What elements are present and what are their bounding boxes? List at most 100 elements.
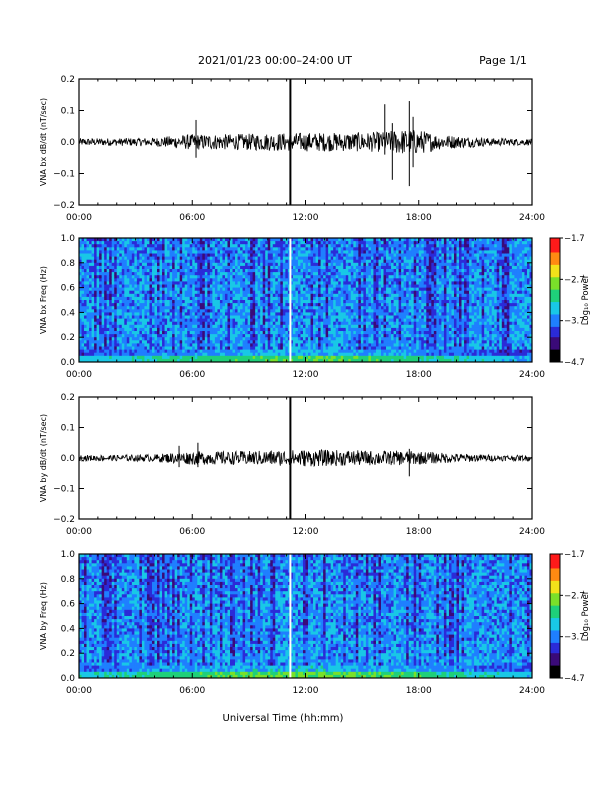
bx-spectrogram-cell — [375, 346, 379, 350]
bx-spectrogram-cell — [99, 349, 103, 354]
bx-spectrogram-cell — [295, 315, 299, 319]
bx-spectrogram-cell — [302, 306, 306, 310]
bx-spectrogram-cell — [235, 253, 238, 257]
bx-spectrogram-cell — [282, 355, 286, 360]
bx-spectrogram-cell — [381, 238, 384, 242]
bx-spectrogram-cell — [272, 278, 276, 282]
bx-spectrogram-cell — [116, 300, 120, 304]
bx-spectrogram-cell — [355, 265, 359, 270]
bx-spectrogram-cell — [179, 244, 183, 248]
bx-spectrogram-cell — [167, 278, 170, 282]
bx-spectrogram-cell — [116, 343, 120, 347]
bx-spectrogram-cell — [335, 306, 339, 310]
bx-spectrogram-cell — [106, 265, 110, 270]
bx-spectrogram-cell — [257, 278, 261, 282]
bx-spectrogram-cell — [149, 247, 153, 251]
bx-spectrogram-cell — [106, 281, 110, 285]
bx-waveform-xtick-label: 18:00 — [406, 213, 432, 223]
bx-spectrogram-cell — [194, 334, 198, 338]
bx-spectrogram-cell — [338, 247, 342, 251]
bx-spectrogram-cell — [370, 262, 374, 267]
bx-spectrogram-cell — [368, 259, 372, 264]
bx-spectrogram-cell — [287, 250, 291, 254]
bx-spectrogram-cell — [270, 346, 274, 350]
bx-spectrogram-cell — [386, 315, 389, 319]
bx-spectrogram-cell — [184, 256, 188, 261]
bx-spectrogram-cell — [383, 355, 387, 360]
bx-spectrogram-cell — [328, 262, 332, 267]
bx-spectrogram-cell — [79, 284, 82, 288]
bx-spectrogram-cell — [164, 253, 168, 257]
bx-spectrogram-cell — [204, 352, 208, 357]
bx-spectrogram-cell — [335, 293, 339, 298]
bx-spectrogram-cell — [164, 349, 168, 354]
bx-spectrogram-cell — [280, 306, 284, 310]
bx-spectrogram-cell — [230, 355, 233, 360]
bx-spectrogram-cell — [350, 346, 354, 350]
bx-spectrogram-cell — [350, 337, 354, 341]
bx-spectrogram-cell — [79, 358, 82, 363]
bx-spectrogram-cell — [343, 259, 347, 264]
bx-spectrogram-cell — [89, 269, 92, 273]
bx-spectrogram-cell — [242, 287, 246, 292]
bx-spectrogram-cell — [151, 349, 155, 354]
bx-spectrogram-cell — [350, 293, 354, 298]
bx-spectrogram-cell — [136, 296, 140, 301]
bx-spectrogram-cell — [89, 327, 92, 332]
bx-spectrogram-cell — [194, 250, 198, 254]
bx-spectrogram-cell — [318, 306, 321, 310]
bx-spectrogram-cell — [232, 293, 236, 298]
bx-spectrogram-cell — [255, 278, 259, 282]
bx-spectrogram-cell — [318, 312, 321, 316]
bx-spectrogram-cell — [164, 287, 168, 292]
bx-spectrogram-cell — [292, 293, 296, 298]
bx-spectrogram-cell — [141, 309, 145, 313]
bx-spectrogram-cell — [333, 315, 337, 319]
bx-spectrogram-cell — [116, 275, 120, 279]
bx-spectrogram-cell — [179, 324, 183, 329]
bx-spectrogram-cell — [101, 250, 105, 254]
bx-spectrogram-cell — [267, 303, 271, 307]
bx-spectrogram-cell — [290, 306, 294, 310]
bx-spectrogram-cell — [222, 247, 226, 251]
bx-spectrogram-cell — [323, 352, 327, 357]
bx-spectrogram-cell — [172, 327, 176, 332]
bx-spectrogram-cell — [365, 293, 369, 298]
bx-spectrogram-cell — [257, 337, 261, 341]
bx-spectrogram-cell — [287, 324, 291, 329]
bx-spectrogram-cell — [335, 349, 339, 354]
bx-spectrogram-cell — [126, 281, 130, 285]
bx-spectrogram-cell — [202, 321, 206, 326]
bx-spectrogram-cell — [151, 315, 155, 319]
bx-spectrogram-cell — [114, 265, 118, 270]
bx-spectrogram-cell — [340, 331, 344, 335]
bx-spectrogram-cell — [343, 250, 347, 254]
bx-spectrogram-cell — [202, 272, 206, 276]
bx-spectrogram-cell — [313, 296, 316, 301]
bx-spectrogram-cell — [237, 281, 241, 285]
bx-spectrogram-cell — [280, 312, 284, 316]
bx-spectrogram-cell — [84, 343, 87, 347]
bx-spectrogram-cell — [267, 287, 271, 292]
bx-spectrogram-cell — [217, 244, 221, 248]
bx-spectrogram-cell — [313, 287, 316, 292]
bx-spectrogram-cell — [96, 256, 100, 261]
bx-spectrogram-cell — [189, 334, 193, 338]
bx-spectrogram-cell — [350, 259, 354, 264]
bx-spectrogram-cell — [177, 281, 181, 285]
bx-spectrogram-cell — [174, 296, 178, 301]
bx-spectrogram-cell — [157, 321, 160, 326]
bx-spectrogram-cell — [144, 358, 148, 363]
bx-spectrogram-cell — [187, 256, 191, 261]
bx-spectrogram-cell — [109, 262, 113, 267]
bx-spectrogram-cell — [240, 250, 243, 254]
bx-spectrogram-cell — [99, 300, 103, 304]
bx-spectrogram-cell — [265, 340, 269, 344]
bx-spectrogram-cell — [330, 303, 334, 307]
bx-spectrogram-cell — [257, 247, 261, 251]
bx-spectrogram-cell — [355, 238, 359, 242]
bx-spectrogram-cell — [111, 287, 115, 292]
bx-spectrogram-cell — [363, 315, 367, 319]
bx-spectrogram-cell — [131, 331, 135, 335]
bx-spectrogram-cell — [292, 244, 296, 248]
